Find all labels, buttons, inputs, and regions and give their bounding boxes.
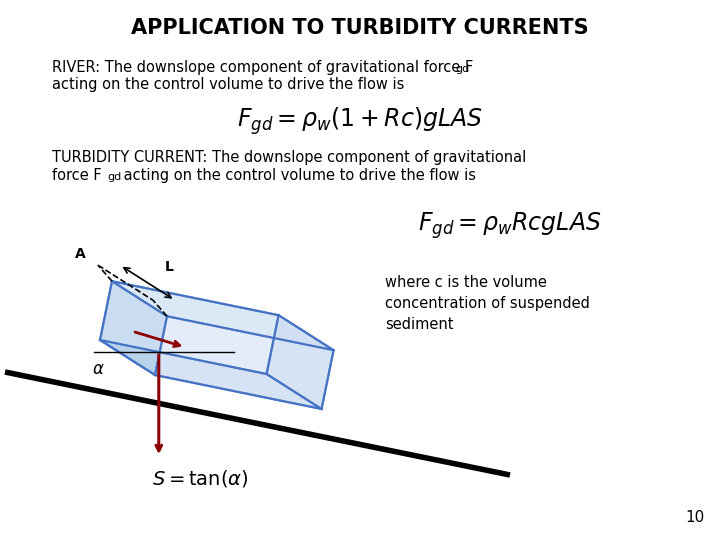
Text: gd: gd — [455, 64, 469, 74]
Text: $\alpha$: $\alpha$ — [92, 360, 105, 378]
Text: $F_{gd} = \rho_w(1+Rc)gLAS$: $F_{gd} = \rho_w(1+Rc)gLAS$ — [237, 105, 483, 137]
Text: TURBIDITY CURRENT: The downslope component of gravitational: TURBIDITY CURRENT: The downslope compone… — [52, 150, 526, 165]
Text: RIVER: The downslope component of gravitational force F: RIVER: The downslope component of gravit… — [52, 60, 473, 75]
Polygon shape — [100, 281, 279, 374]
Text: gd: gd — [107, 172, 121, 182]
Text: L: L — [165, 260, 174, 274]
Text: A: A — [75, 247, 86, 261]
Text: force F: force F — [52, 168, 102, 183]
Polygon shape — [100, 340, 322, 409]
Polygon shape — [112, 281, 333, 350]
Text: 10: 10 — [685, 510, 705, 525]
Text: $F_{gd} = \rho_w RcgLAS$: $F_{gd} = \rho_w RcgLAS$ — [418, 210, 602, 241]
Text: acting on the control volume to drive the flow is: acting on the control volume to drive th… — [52, 77, 405, 92]
Text: APPLICATION TO TURBIDITY CURRENTS: APPLICATION TO TURBIDITY CURRENTS — [131, 18, 589, 38]
Text: acting on the control volume to drive the flow is: acting on the control volume to drive th… — [119, 168, 476, 183]
Polygon shape — [266, 315, 333, 409]
Polygon shape — [155, 316, 333, 409]
Text: where c is the volume
concentration of suspended
sediment: where c is the volume concentration of s… — [385, 275, 590, 332]
Text: $S = \tan(\alpha)$: $S = \tan(\alpha)$ — [152, 468, 248, 489]
Polygon shape — [100, 281, 167, 375]
